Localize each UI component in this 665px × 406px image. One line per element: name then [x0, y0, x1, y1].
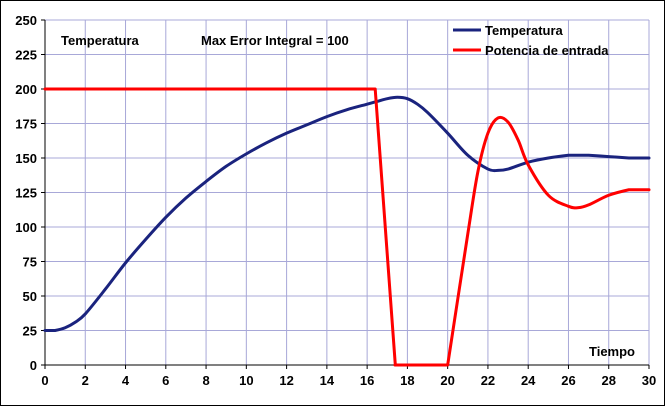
x-tick-label: 30: [642, 373, 656, 388]
legend-label: Potencia de entrada: [485, 43, 609, 58]
axes: [41, 19, 650, 369]
x-tick-label: 20: [440, 373, 454, 388]
x-tick-labels: 0 2 4 6 8 10 12 14 16 18 20 22 24 26 28 30: [41, 373, 656, 388]
y-axis-label: Temperatura: [61, 33, 140, 48]
y-tick-label: 100: [15, 220, 37, 235]
y-tick-label: 225: [15, 48, 37, 63]
legend: Temperatura Potencia de entrada: [453, 23, 609, 58]
series-line-potencia: [43, 87, 651, 367]
series-lines: [43, 87, 651, 367]
x-tick-label: 24: [521, 373, 536, 388]
x-tick-label: 2: [82, 373, 89, 388]
x-axis-label: Tiempo: [589, 344, 635, 359]
y-tick-label: 200: [15, 82, 37, 97]
y-tick-label: 0: [30, 358, 37, 373]
y-tick-label: 250: [15, 13, 37, 28]
x-tick-label: 26: [561, 373, 575, 388]
x-tick-label: 18: [400, 373, 414, 388]
y-tick-label: 150: [15, 151, 37, 166]
x-tick-label: 16: [360, 373, 374, 388]
x-tick-label: 22: [481, 373, 495, 388]
y-tick-label: 75: [23, 255, 37, 270]
x-tick-label: 28: [601, 373, 615, 388]
x-tick-label: 14: [320, 373, 335, 388]
annotation-text: Max Error Integral = 100: [201, 33, 349, 48]
y-tick-labels: 0 25 50 75 100 125 150 175 200 225 250: [15, 13, 37, 373]
legend-label: Temperatura: [485, 23, 564, 38]
y-tick-label: 125: [15, 186, 37, 201]
x-tick-label: 10: [239, 373, 253, 388]
x-tick-label: 4: [122, 373, 130, 388]
x-tick-label: 12: [279, 373, 293, 388]
y-tick-label: 25: [23, 324, 37, 339]
x-tick-label: 6: [162, 373, 169, 388]
x-tick-label: 8: [202, 373, 209, 388]
grid: [45, 19, 650, 365]
x-tick-label: 0: [41, 373, 48, 388]
y-tick-label: 175: [15, 117, 37, 132]
y-tick-label: 50: [23, 289, 37, 304]
